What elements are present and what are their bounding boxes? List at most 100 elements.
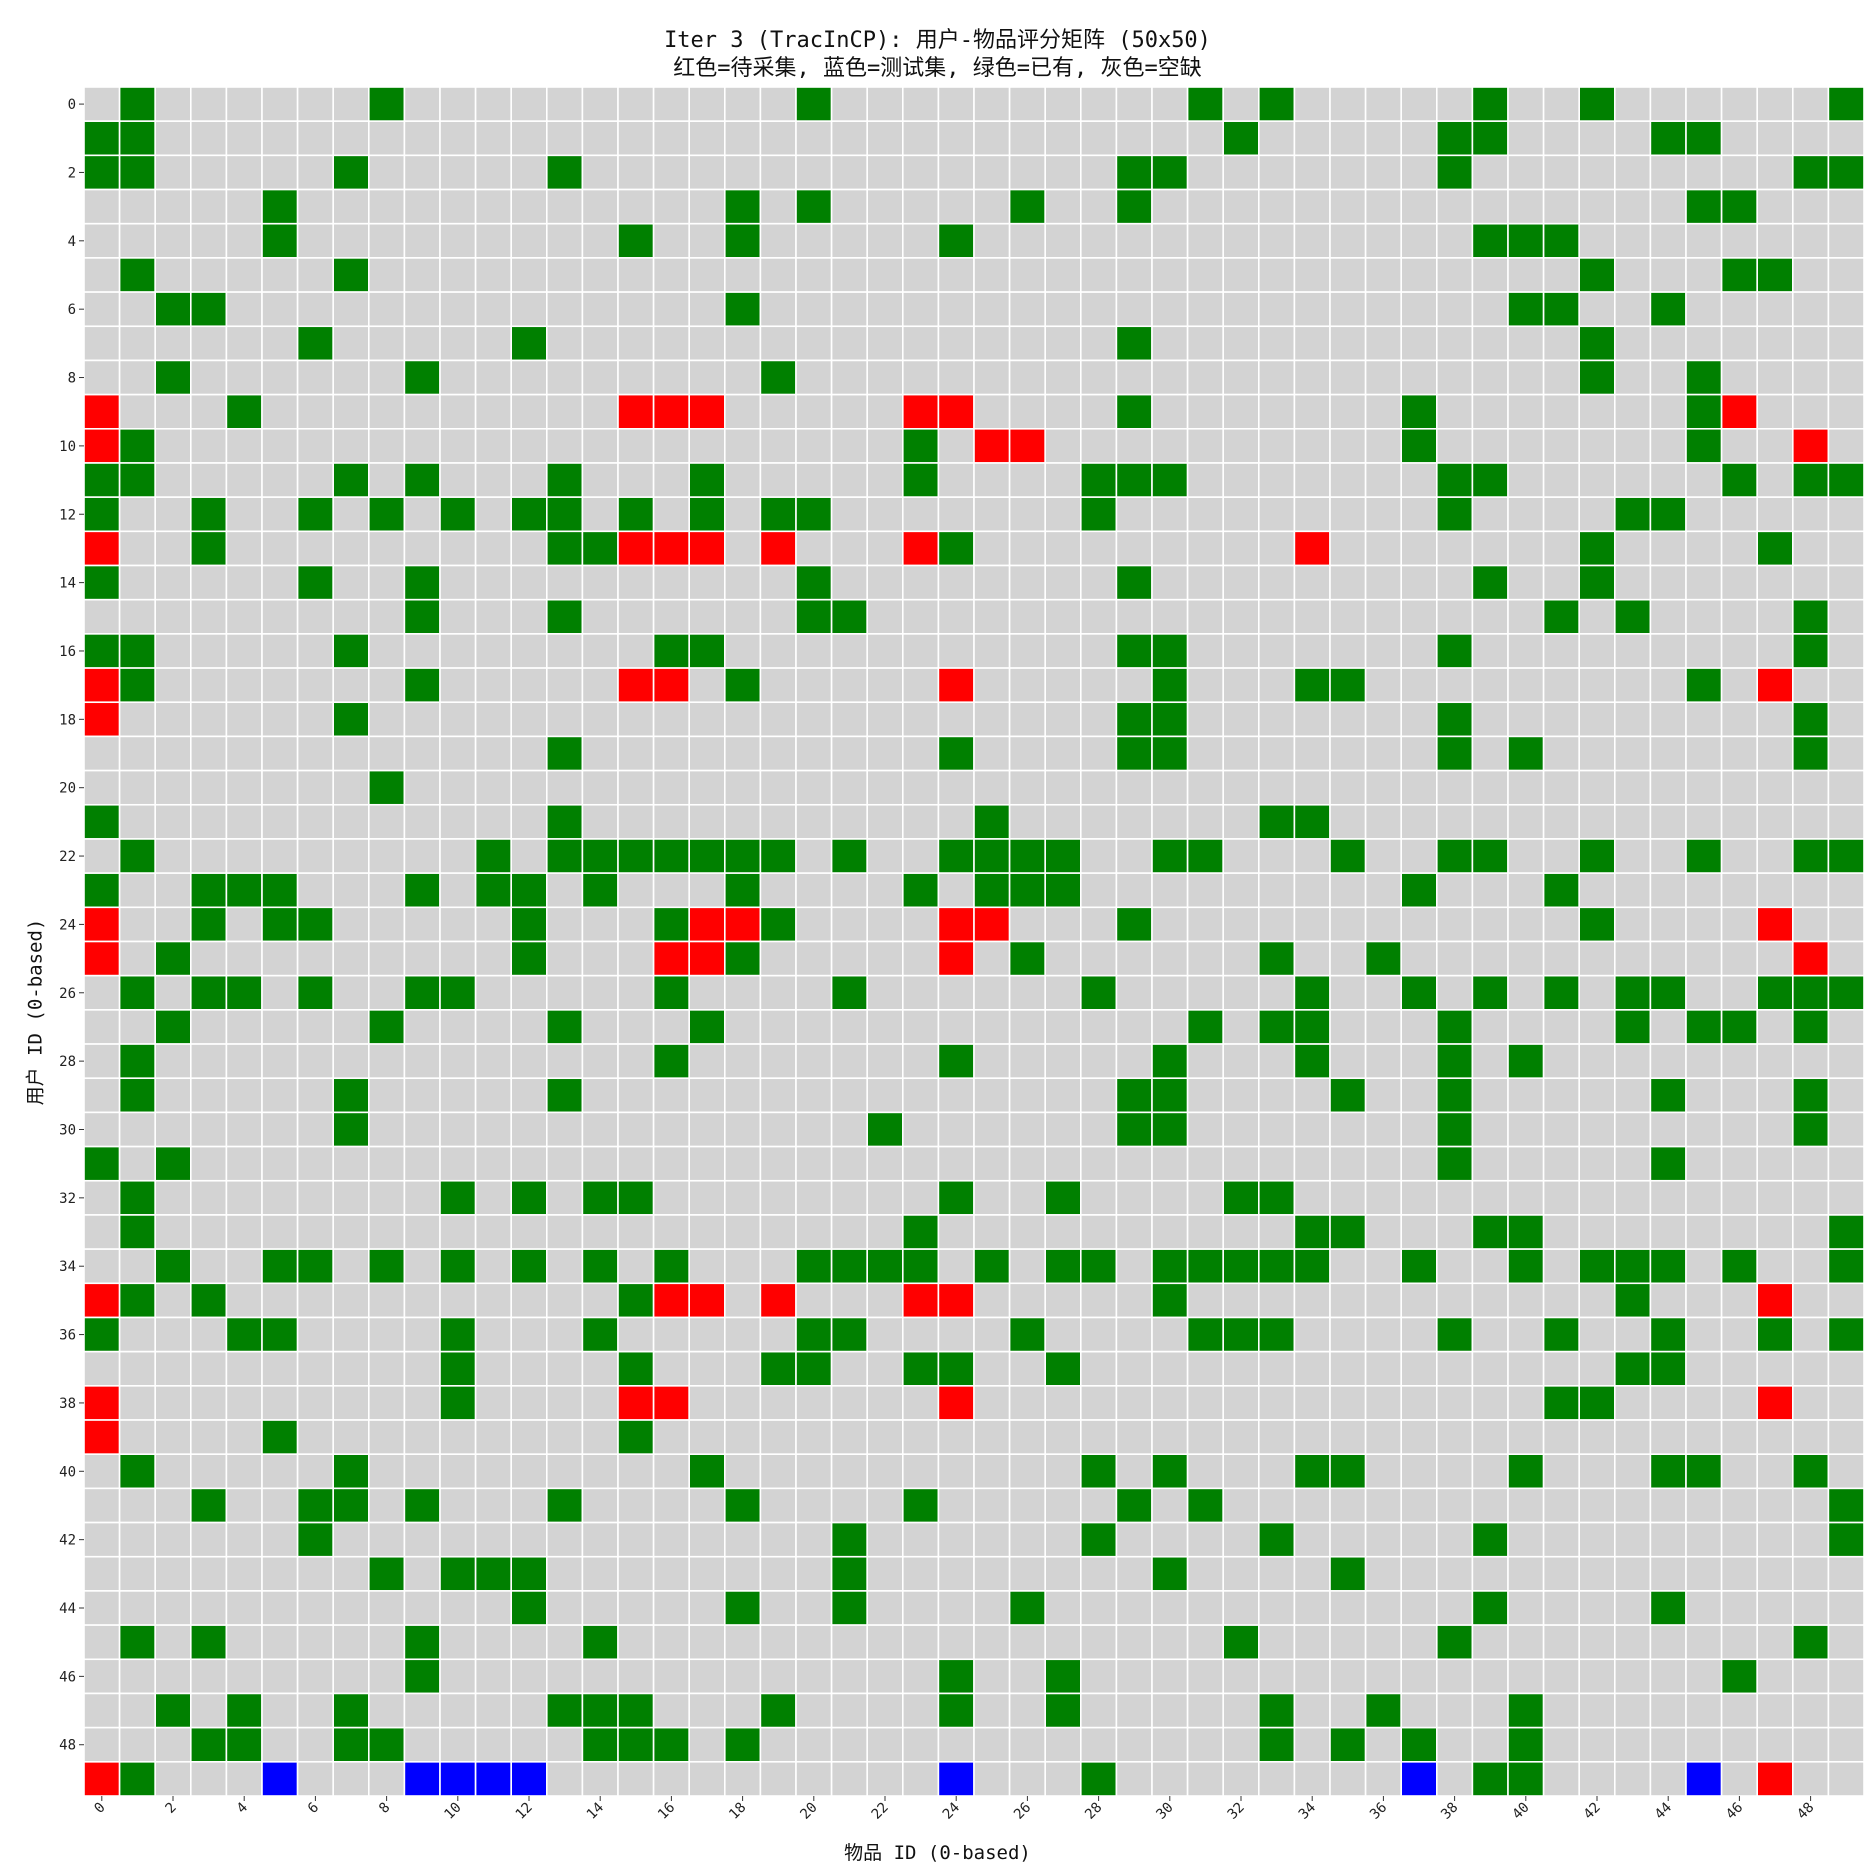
cell-existing	[261, 1419, 299, 1456]
cell-empty	[688, 735, 726, 772]
cell-empty	[545, 1145, 584, 1182]
cell-empty	[1649, 359, 1687, 396]
cell-empty	[1008, 1179, 1046, 1216]
cell-empty	[1222, 701, 1260, 738]
cell-empty	[296, 1419, 335, 1456]
cell-empty	[1329, 1590, 1367, 1626]
y-tick-label: 32	[59, 1191, 76, 1207]
cell-empty	[154, 325, 192, 362]
cell-empty	[759, 120, 797, 157]
cell-existing	[581, 872, 619, 909]
cell-empty	[759, 1248, 797, 1285]
cell-empty	[1720, 872, 1758, 909]
cell-empty	[1400, 1214, 1438, 1250]
cell-existing	[617, 1692, 655, 1729]
cell-empty	[652, 496, 690, 533]
cell-empty	[581, 1590, 619, 1626]
cell-empty	[510, 803, 548, 840]
cell-existing	[403, 872, 441, 909]
cell-existing	[296, 1521, 335, 1558]
cell-empty	[261, 1214, 299, 1250]
cell-existing	[1080, 974, 1118, 1011]
cell-empty	[688, 1658, 726, 1695]
cell-empty	[332, 86, 370, 122]
cell-empty	[1151, 1350, 1189, 1387]
cell-existing	[225, 1692, 263, 1729]
cell-empty	[1151, 803, 1189, 840]
cell-existing	[1578, 359, 1616, 396]
cell-existing	[652, 974, 690, 1011]
cell-empty	[866, 291, 904, 328]
cell-empty	[367, 667, 406, 704]
cell-empty	[1471, 769, 1509, 806]
cell-existing	[617, 1282, 655, 1319]
cell-empty	[332, 803, 370, 840]
cell-existing	[1080, 1248, 1118, 1285]
cell-existing	[973, 803, 1011, 840]
cell-empty	[1329, 325, 1367, 362]
cell-empty	[1186, 359, 1224, 396]
cell-empty	[1578, 222, 1616, 259]
cell-empty	[296, 359, 335, 396]
cell-empty	[1186, 667, 1224, 704]
cell-empty	[1329, 974, 1367, 1011]
cell-empty	[1115, 530, 1153, 567]
cell-empty	[1151, 769, 1189, 806]
cell-empty	[1436, 222, 1474, 259]
cell-empty	[759, 1419, 797, 1456]
cell-empty	[296, 1726, 335, 1763]
cell-empty	[545, 188, 584, 225]
cell-empty	[1720, 769, 1758, 806]
cell-existing	[1151, 1111, 1189, 1148]
cell-empty	[1827, 1385, 1865, 1421]
cell-empty	[1436, 1590, 1474, 1626]
cell-empty	[1044, 1385, 1082, 1421]
cell-empty	[154, 564, 192, 601]
cell-existing	[1827, 462, 1865, 498]
cell-empty	[1471, 1179, 1509, 1216]
cell-empty	[1258, 838, 1296, 874]
cell-empty	[118, 1350, 156, 1387]
cell-test	[937, 1761, 975, 1797]
cell-empty	[1329, 86, 1367, 122]
cell-empty	[403, 1282, 441, 1319]
cell-pending	[617, 393, 655, 430]
cell-existing	[83, 564, 121, 601]
cell-empty	[901, 1077, 940, 1114]
cell-existing	[439, 1179, 477, 1216]
cell-empty	[830, 1453, 868, 1490]
cell-existing	[118, 1043, 156, 1080]
cell-existing	[1329, 667, 1367, 704]
cell-empty	[795, 1555, 833, 1592]
cell-empty	[1364, 1248, 1402, 1285]
cell-empty	[332, 872, 370, 909]
cell-empty	[332, 974, 370, 1011]
cell-existing	[403, 667, 441, 704]
cell-empty	[652, 701, 690, 738]
cell-empty	[1044, 1009, 1082, 1045]
cell-existing	[1364, 1692, 1402, 1729]
cell-empty	[1614, 86, 1652, 122]
cell-empty	[581, 1111, 619, 1148]
cell-empty	[510, 1521, 548, 1558]
cell-empty	[1649, 154, 1687, 191]
cell-existing	[118, 1214, 156, 1250]
x-tick-label: 46	[1723, 1800, 1746, 1823]
cell-empty	[1400, 222, 1438, 259]
cell-empty	[723, 564, 762, 601]
cell-empty	[439, 427, 477, 464]
cell-empty	[1329, 1385, 1367, 1421]
cell-empty	[1222, 496, 1260, 533]
cell-empty	[1827, 1453, 1865, 1490]
cell-empty	[1400, 1487, 1438, 1524]
cell-empty	[1720, 1453, 1758, 1490]
cell-existing	[545, 530, 584, 567]
cell-empty	[1293, 872, 1331, 909]
cell-empty	[973, 359, 1011, 396]
cell-empty	[190, 1009, 228, 1045]
cell-empty	[1685, 564, 1723, 601]
cell-existing	[1115, 701, 1153, 738]
cell-empty	[617, 1111, 655, 1148]
cell-empty	[617, 359, 655, 396]
cell-existing	[1436, 735, 1474, 772]
